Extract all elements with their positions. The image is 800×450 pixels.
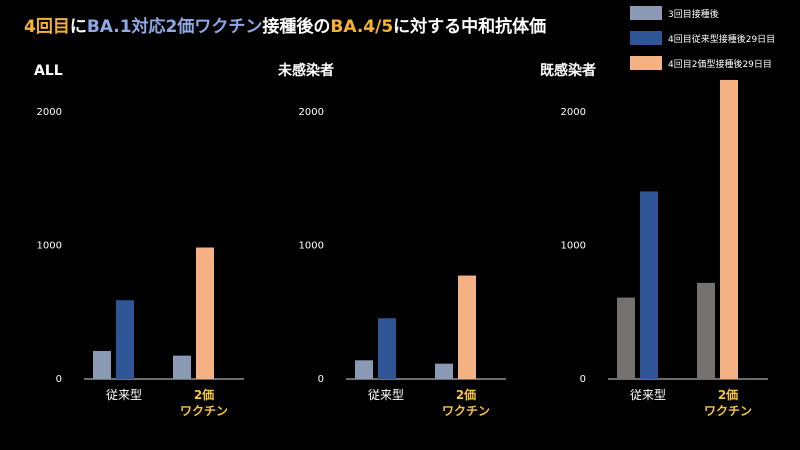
legend-swatch (630, 31, 662, 45)
panel-title: ALL (34, 63, 63, 79)
x-tick-label: 2価 (718, 387, 738, 402)
legend-label: 3回目接種後 (668, 9, 719, 20)
panel-title: 未感染者 (278, 62, 334, 79)
bar (435, 363, 453, 379)
x-tick-label: 従来型 (368, 388, 404, 402)
title-segment: 4回目 (24, 17, 70, 37)
chart-panel: 未感染者 0 1000 2000 従来型 2価ワクチン (278, 62, 506, 418)
chart-panel: ALL 0 1000 2000 従来型 2価ワクチン (34, 63, 244, 418)
bar (720, 79, 738, 380)
legend-swatch (630, 6, 662, 20)
bar (378, 318, 396, 379)
y-tick-label: 1000 (299, 241, 324, 252)
y-tick-label: 2000 (299, 107, 324, 118)
x-tick-label: ワクチン (442, 404, 490, 418)
bar (173, 355, 191, 379)
bar (697, 282, 715, 379)
x-tick-label: ワクチン (180, 404, 228, 418)
bar (355, 360, 373, 379)
legend-label: 4回目2価型接種後29日目 (668, 59, 772, 70)
y-tick-label: 2000 (561, 107, 586, 118)
bar (116, 300, 134, 379)
x-tick-label: 従来型 (106, 388, 142, 402)
bar (640, 191, 658, 379)
bar (458, 275, 476, 379)
title-segment: 接種後の (262, 17, 331, 37)
x-tick-label: ワクチン (704, 404, 752, 418)
y-tick-label: 1000 (561, 241, 586, 252)
bar (196, 247, 214, 379)
bar (617, 297, 635, 379)
slide-title: 4回目にBA.1対応2価ワクチン接種後のBA.4/5に対する中和抗体価 (24, 12, 546, 37)
x-tick-label: 従来型 (630, 388, 666, 402)
title-segment: に対する (393, 17, 462, 37)
title-segment: BA.4/5 (330, 17, 394, 37)
x-tick-label: 2価 (456, 387, 476, 402)
y-tick-label: 1000 (37, 241, 62, 252)
chart-panel: 既感染者 0 1000 2000 従来型 2価ワクチン (540, 62, 768, 418)
y-tick-label: 0 (56, 374, 62, 385)
panel-title: 既感染者 (540, 62, 596, 79)
legend-item: 4回目従来型接種後29日目 (630, 31, 775, 45)
y-tick-label: 0 (580, 374, 586, 385)
y-tick-label: 2000 (37, 107, 62, 118)
legend-label: 4回目従来型接種後29日目 (668, 34, 776, 45)
bar (93, 350, 111, 379)
legend: 3回目接種後 4回目従来型接種後29日目 4回目2価型接種後29日目 (630, 6, 775, 81)
x-tick-label: 2価 (194, 387, 214, 402)
title-segment: 中和抗体価 (461, 17, 547, 37)
legend-item: 4回目2価型接種後29日目 (630, 56, 775, 70)
title-segment: に (69, 17, 87, 37)
title-segment: BA.1対応2価ワクチン (86, 17, 263, 37)
legend-swatch (630, 56, 662, 70)
y-tick-label: 0 (318, 374, 324, 385)
legend-item: 3回目接種後 (630, 6, 775, 20)
